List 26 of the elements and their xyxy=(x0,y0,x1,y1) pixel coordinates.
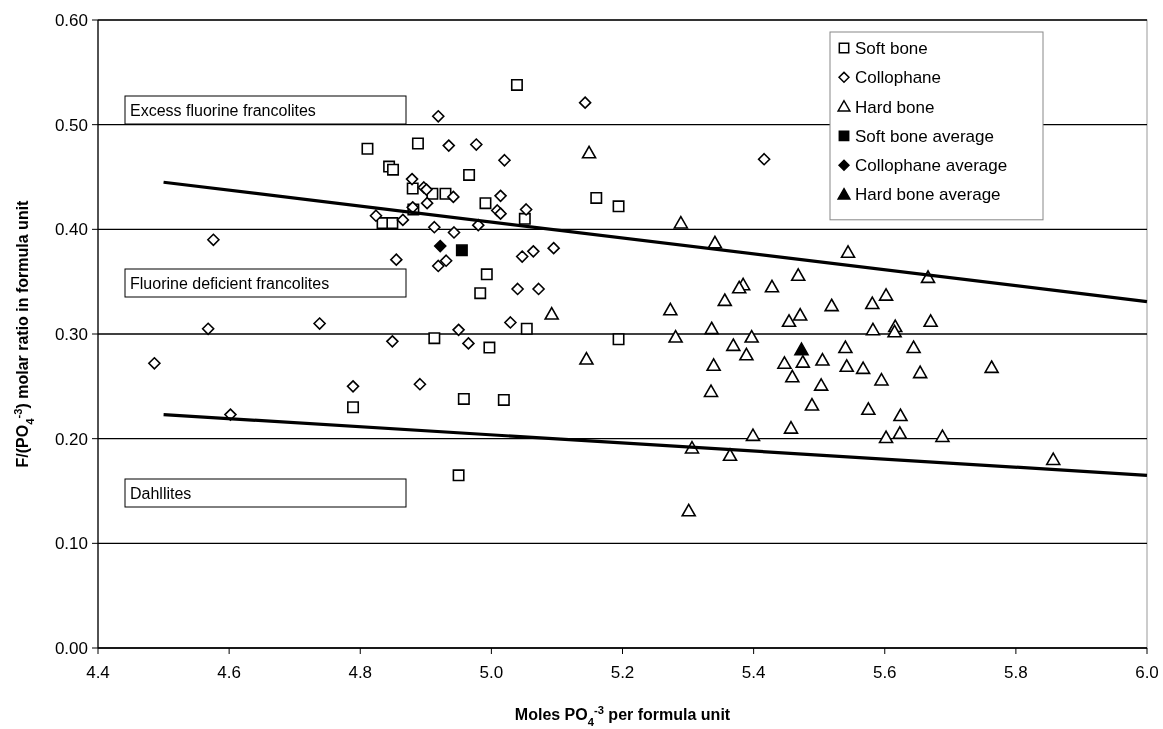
x-tick-label: 5.6 xyxy=(872,663,897,682)
y-tick-label: 0.10 xyxy=(54,534,88,554)
y-tick-label: 0.60 xyxy=(54,10,88,30)
y-tick-label: 0.00 xyxy=(54,638,88,658)
x-tick-label: 5.2 xyxy=(610,663,635,682)
x-tick-label: 4.4 xyxy=(86,663,110,682)
y-tick-label: 0.20 xyxy=(54,429,88,449)
annotation: Fluorine deficient francolites xyxy=(130,274,330,292)
x-tick-label: 6.0 xyxy=(1135,663,1159,682)
x-tick-label: 4.8 xyxy=(348,663,373,682)
x-tick-label: 5.0 xyxy=(479,663,504,682)
annotation: Excess fluorine francolites xyxy=(130,101,316,119)
annotation: Dahllites xyxy=(130,484,192,502)
x-axis-title: Moles PO$_{4}$$^{-3}$ per formula unit xyxy=(514,704,731,728)
legend-label: Collophane average xyxy=(855,156,1008,176)
x-tick-label: 5.4 xyxy=(741,663,766,682)
legend-label: Soft bone xyxy=(855,38,928,58)
x-tick-label: 4.6 xyxy=(217,663,241,682)
legend-label: Hard bone average xyxy=(855,185,1001,205)
legend-label: Collophane xyxy=(855,68,942,88)
y-tick-label: 0.40 xyxy=(54,220,88,240)
legend-label: Hard bone xyxy=(855,97,935,117)
y-tick-label: 0.50 xyxy=(54,115,88,135)
y-tick-label: 0.30 xyxy=(54,324,88,344)
x-tick-label: 5.8 xyxy=(1004,663,1028,682)
legend-label: Soft bone average xyxy=(855,126,994,146)
